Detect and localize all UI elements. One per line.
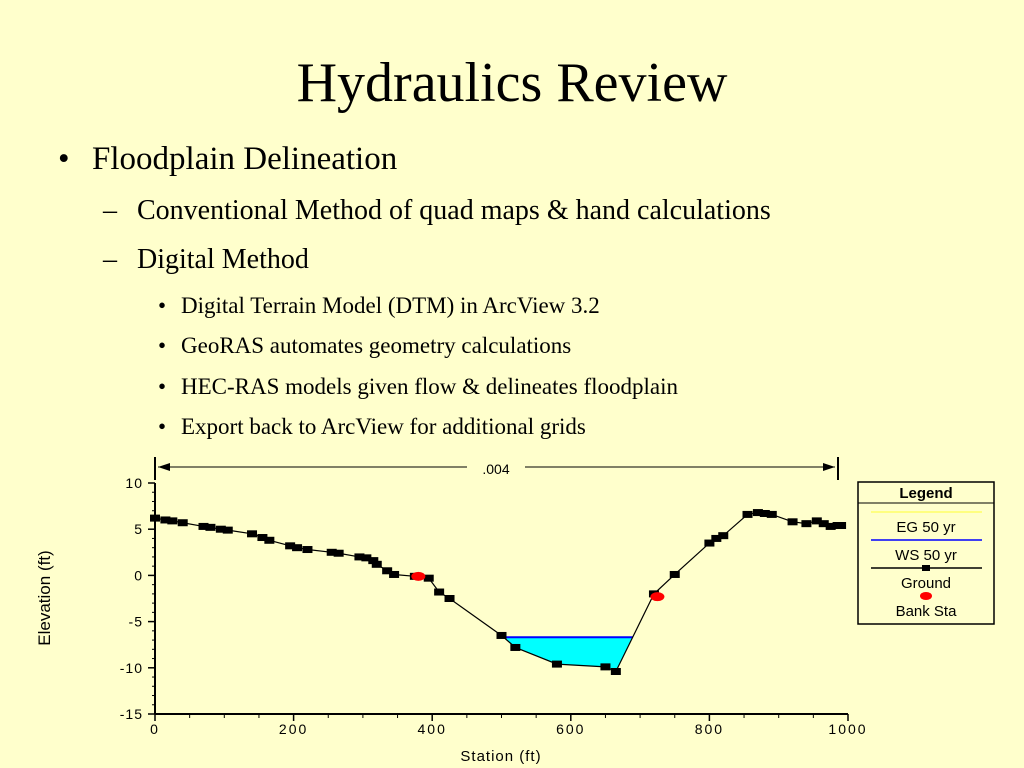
reach-length-annotation: .004 (154, 457, 839, 480)
reach-label: .004 (482, 461, 509, 477)
ground-point (389, 570, 400, 578)
ground-point (759, 509, 770, 517)
ground-point (205, 523, 216, 531)
reach-label-bg (467, 460, 525, 476)
ground-point (333, 549, 344, 557)
sub-bullet-text: Conventional Method of quad maps & hand … (137, 195, 771, 226)
ground-points (150, 509, 847, 675)
legend-title: Legend (899, 485, 952, 502)
x-tick-label: 600 (556, 721, 585, 737)
ground-point (496, 631, 507, 639)
bullet-marker: • (158, 333, 167, 358)
legend-entry-eg: EG 50 yr (896, 519, 955, 536)
ground-point (711, 534, 722, 542)
legend-box (857, 481, 995, 625)
x-axis-label: Station (ft) (460, 748, 541, 765)
sub-bullet-text: Digital Method (137, 244, 309, 275)
bullet-marker: • (58, 141, 70, 177)
water-area (503, 637, 633, 672)
ground-point (361, 554, 372, 562)
reach-arrow-right (823, 463, 835, 471)
ground-point (718, 532, 729, 540)
ground-point (752, 509, 763, 517)
ground-point (434, 588, 445, 596)
x-tick-label: 1000 (828, 721, 867, 737)
legend-entry-ground: Ground (901, 575, 951, 592)
ground-point (285, 542, 296, 550)
ground-point (160, 516, 171, 524)
y-tick-label: 0 (134, 567, 143, 583)
ground-point (371, 560, 382, 568)
ground-point (382, 567, 393, 575)
ground-point (423, 574, 434, 582)
y-tick-label: -15 (120, 706, 143, 722)
x-tick-label: 0 (150, 721, 160, 737)
y-axis-label: Elevation (ft) (35, 550, 54, 645)
y-tick-label: 5 (134, 521, 143, 537)
ground-point (198, 522, 209, 530)
sub-sub-bullet-text: GeoRAS automates geometry calculations (181, 333, 572, 358)
bank-station-points (411, 571, 665, 602)
legend-bank-marker (920, 592, 932, 600)
sub-sub-bullet-text: HEC-RAS models given flow & delineates f… (181, 374, 678, 399)
y-tick-label: 10 (125, 475, 143, 491)
legend: Legend EG 50 yr WS 50 yr Ground Bank Sta (857, 481, 995, 625)
y-ticks: 10 5 0 -5 -10 -15 (120, 475, 155, 722)
reach-arrow-left (158, 463, 170, 471)
ground-point (326, 548, 337, 556)
ground-point (150, 514, 160, 522)
x-tick-label: 400 (418, 721, 447, 737)
ground-point (610, 667, 621, 675)
bullet-marker: • (158, 414, 167, 439)
ground-point (368, 557, 379, 565)
ground-point (257, 534, 268, 542)
bank-station-point (411, 571, 426, 581)
ground-point (302, 546, 313, 554)
dash-marker: – (103, 244, 117, 275)
ground-point (801, 520, 812, 528)
ground-point (177, 519, 188, 527)
ground-point (600, 663, 611, 671)
ground-point (215, 525, 226, 533)
ground-point (811, 517, 822, 525)
ground-point (704, 539, 715, 547)
x-ticks: 0 200 400 600 800 1000 (150, 714, 867, 737)
bullet-marker: • (158, 293, 167, 318)
bullet-text: Floodplain Delineation (92, 141, 398, 177)
y-tick-label: -10 (120, 660, 143, 676)
ground-point (742, 510, 753, 518)
ground-point (551, 660, 562, 668)
ground-point (825, 522, 836, 530)
legend-entry-ws: WS 50 yr (895, 547, 957, 564)
x-tick-label: 800 (695, 721, 724, 737)
ground-point (836, 522, 847, 530)
ground-point (510, 643, 521, 651)
sub-sub-bullet-text: Digital Terrain Model (DTM) in ArcView 3… (181, 293, 600, 318)
legend-entry-bank: Bank Sta (896, 603, 958, 620)
cross-section-chart: 10 5 0 -5 -10 -15 0 200 400 600 800 1000 .004 Stat… (35, 457, 995, 765)
sub-sub-bullet-text: Export back to ArcView for additional gr… (181, 414, 586, 439)
ground-point (444, 595, 455, 602)
ground-point (818, 520, 829, 528)
bullet-marker: • (158, 374, 167, 399)
bank-station-point (650, 592, 665, 602)
x-tick-label: 200 (279, 721, 308, 737)
ground-point (354, 553, 365, 561)
ground-point (787, 518, 798, 526)
ground-point (264, 536, 275, 544)
legend-ground-marker (922, 565, 930, 571)
ground-point (766, 510, 777, 518)
slide-title: Hydraulics Review (296, 52, 728, 114)
ground-point (167, 517, 178, 525)
ground-point (222, 526, 233, 534)
ground-point (292, 544, 303, 552)
y-tick-label: -5 (129, 614, 143, 630)
ground-point (669, 570, 680, 578)
dash-marker: – (103, 195, 117, 226)
ground-point (247, 530, 258, 538)
